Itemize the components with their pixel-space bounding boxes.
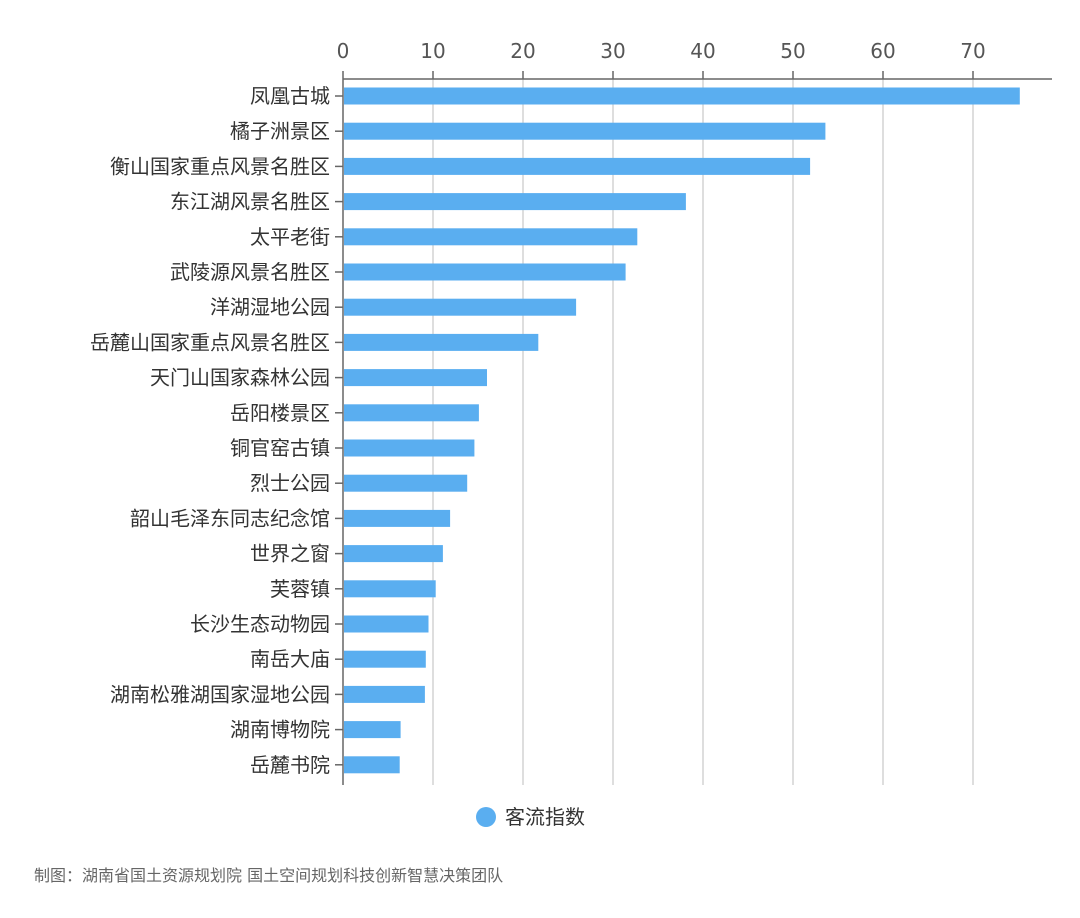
bar-12	[344, 474, 468, 492]
legend-swatch	[476, 807, 496, 827]
bar-17	[344, 650, 426, 668]
x-tick-label-10: 10	[420, 39, 445, 63]
category-label-8: 岳麓山国家重点风景名胜区	[90, 330, 330, 354]
category-label-11: 铜官窑古镇	[230, 436, 330, 460]
category-label-7: 洋湖湿地公园	[210, 295, 330, 319]
category-label-12: 烈士公园	[250, 471, 330, 495]
category-label-3: 衡山国家重点风景名胜区	[110, 154, 330, 178]
category-label-5: 太平老街	[250, 225, 330, 249]
category-label-9: 天门山国家森林公园	[150, 366, 330, 390]
x-tick-label-30: 30	[600, 39, 625, 63]
bar-11	[344, 439, 475, 457]
bar-5	[344, 228, 638, 246]
x-tick-label-60: 60	[870, 39, 895, 63]
x-tick-labels: 0 10 20 30 40 50 60 70	[337, 39, 986, 63]
legend-label: 客流指数	[505, 805, 585, 829]
bar-2	[344, 122, 826, 140]
category-label-14: 世界之窗	[250, 542, 330, 566]
category-label-2: 橘子洲景区	[230, 119, 330, 143]
bar-8	[344, 333, 539, 351]
bar-6	[344, 263, 626, 281]
category-label-18: 湖南松雅湖国家湿地公园	[110, 682, 330, 706]
category-label-15: 芙蓉镇	[270, 577, 330, 601]
source-credit: 制图：湖南省国土资源规划院 国土空间规划科技创新智慧决策团队	[34, 866, 504, 885]
category-label-6: 武陵源风景名胜区	[170, 260, 330, 284]
bar-1	[344, 87, 1020, 105]
bar-14	[344, 545, 443, 563]
bar-9	[344, 369, 487, 387]
x-tick-label-50: 50	[780, 39, 805, 63]
category-labels: 凤凰古城橘子洲景区衡山国家重点风景名胜区东江湖风景名胜区太平老街武陵源风景名胜区…	[90, 84, 330, 777]
category-label-16: 长沙生态动物园	[190, 612, 330, 636]
x-tick-label-0: 0	[337, 39, 350, 63]
bars	[344, 87, 1020, 774]
category-label-17: 南岳大庙	[250, 647, 330, 671]
category-label-19: 湖南博物院	[230, 718, 330, 742]
category-label-1: 凤凰古城	[250, 84, 330, 108]
bar-3	[344, 157, 811, 175]
x-tick-label-70: 70	[960, 39, 985, 63]
bar-19	[344, 721, 401, 739]
legend: 客流指数	[476, 805, 585, 829]
category-label-13: 韶山毛泽东同志纪念馆	[130, 506, 330, 530]
bar-16	[344, 615, 429, 633]
bar-13	[344, 509, 451, 527]
x-tick-label-40: 40	[690, 39, 715, 63]
bar-18	[344, 685, 425, 703]
category-label-10: 岳阳楼景区	[230, 401, 330, 425]
grid-lines	[432, 79, 974, 785]
bar-4	[344, 193, 686, 211]
bar-15	[344, 580, 436, 598]
axes	[335, 71, 1052, 785]
bar-20	[344, 756, 400, 774]
x-tick-label-20: 20	[510, 39, 535, 63]
bar-7	[344, 298, 577, 316]
category-label-4: 东江湖风景名胜区	[170, 190, 330, 214]
category-label-20: 岳麓书院	[250, 753, 330, 777]
bar-chart: 0 10 20 30 40 50 60 70 凤凰古城橘子洲景区衡山国家重点风景名胜区东江湖风…	[90, 39, 1052, 829]
bar-10	[344, 404, 479, 422]
